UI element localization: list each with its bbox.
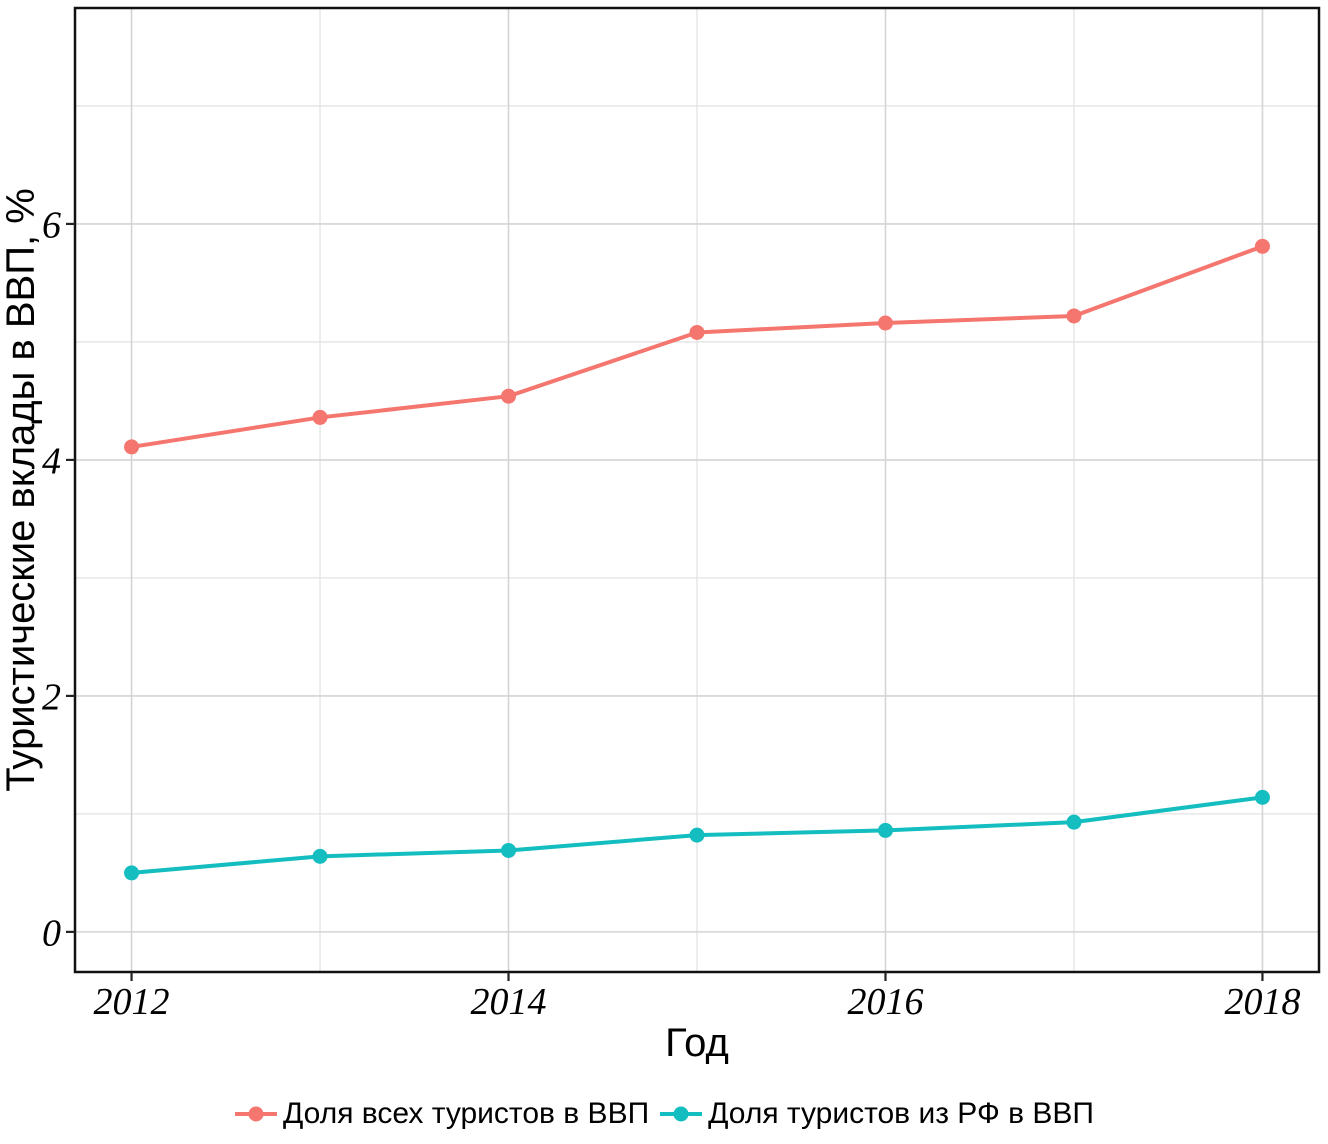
data-point bbox=[312, 409, 328, 425]
legend-item: Доля всех туристов в ВВП bbox=[234, 1097, 649, 1131]
x-tick-label: 2016 bbox=[847, 981, 923, 1023]
y-tick-label: 0 bbox=[42, 913, 61, 955]
gridlines-major bbox=[75, 8, 1319, 972]
x-tick-label: 2018 bbox=[1224, 981, 1300, 1023]
data-point bbox=[1066, 308, 1082, 324]
legend-key-icon bbox=[235, 1106, 278, 1122]
x-tick-label: 2012 bbox=[94, 981, 170, 1023]
data-point bbox=[501, 842, 517, 858]
data-point bbox=[501, 388, 517, 404]
y-axis-title: Туристические вклады в ВВП, % bbox=[0, 188, 43, 792]
legend-item: Доля туристов из РФ в ВВП bbox=[659, 1097, 1094, 1131]
legend-label: Доля туристов из РФ в ВВП bbox=[708, 1097, 1094, 1130]
data-point bbox=[1254, 238, 1270, 254]
axis-ticks bbox=[66, 222, 1264, 981]
y-tick-label: 4 bbox=[42, 441, 61, 483]
data-point bbox=[312, 848, 328, 864]
y-tick-label: 6 bbox=[42, 205, 61, 247]
data-point bbox=[124, 865, 140, 881]
data-point bbox=[689, 324, 705, 340]
data-point bbox=[877, 822, 893, 838]
x-axis-title: Год bbox=[665, 1021, 729, 1065]
series-group bbox=[124, 238, 1270, 881]
gridlines-minor bbox=[75, 8, 1319, 972]
legend-label: Доля всех туристов в ВВП bbox=[283, 1097, 650, 1130]
x-tick-label: 2014 bbox=[471, 981, 547, 1023]
data-point bbox=[877, 315, 893, 331]
legend-key-dot bbox=[673, 1106, 689, 1122]
panel-border bbox=[73, 6, 1321, 974]
legend: Доля всех туристов в ВВП Доля туристов из… bbox=[0, 1092, 1328, 1136]
legend-key-dot bbox=[248, 1106, 264, 1122]
tick-labels: 2012 2014 2016 2018 0 2 4 6 bbox=[42, 205, 1300, 1023]
y-tick-label: 2 bbox=[42, 677, 61, 719]
data-point bbox=[1254, 789, 1270, 805]
data-point bbox=[689, 827, 705, 843]
data-point bbox=[124, 439, 140, 455]
line-chart: 2012 2014 2016 2018 0 2 4 6 Год Туристические в… bbox=[0, 6, 1321, 1065]
data-point bbox=[1066, 814, 1082, 830]
legend-key-icon bbox=[660, 1106, 703, 1122]
